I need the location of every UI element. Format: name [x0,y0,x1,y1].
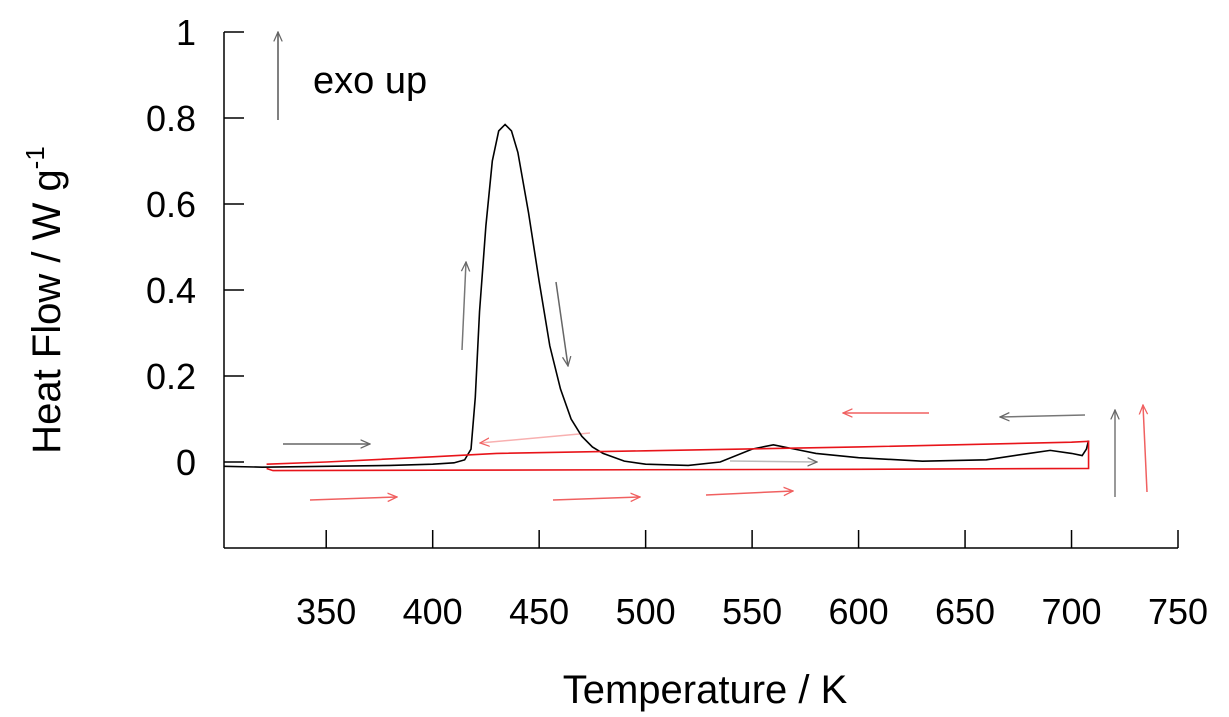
y-tick-label: 0.2 [146,356,196,397]
y-tick-label: 0.6 [146,184,196,225]
series-line [223,123,1090,468]
x-tick-label: 450 [509,591,569,632]
x-tick-label: 750 [1148,591,1208,632]
x-axis-title: Temperature / K [563,668,848,712]
series-line [266,440,1090,472]
y-axis-title-main: Heat Flow / W g [25,169,69,454]
arrows [278,32,1147,500]
y-axis-title: Heat Flow / W g-1 [20,146,69,454]
x-tick-label: 400 [403,591,463,632]
y-tick-label: 0.4 [146,270,196,311]
annotation: exo up [313,60,427,102]
y-tick-label: 0 [176,442,196,483]
x-tick-label: 500 [616,591,676,632]
y-axis-title-sup: -1 [20,146,50,169]
y-tick-label: 0.8 [146,98,196,139]
x-tick-label: 350 [296,591,356,632]
x-tick-label: 700 [1041,591,1101,632]
x-tick-label: 650 [935,591,995,632]
x-tick-label: 600 [829,591,889,632]
x-tick-label: 550 [722,591,782,632]
y-tick-label: 1 [176,12,196,53]
